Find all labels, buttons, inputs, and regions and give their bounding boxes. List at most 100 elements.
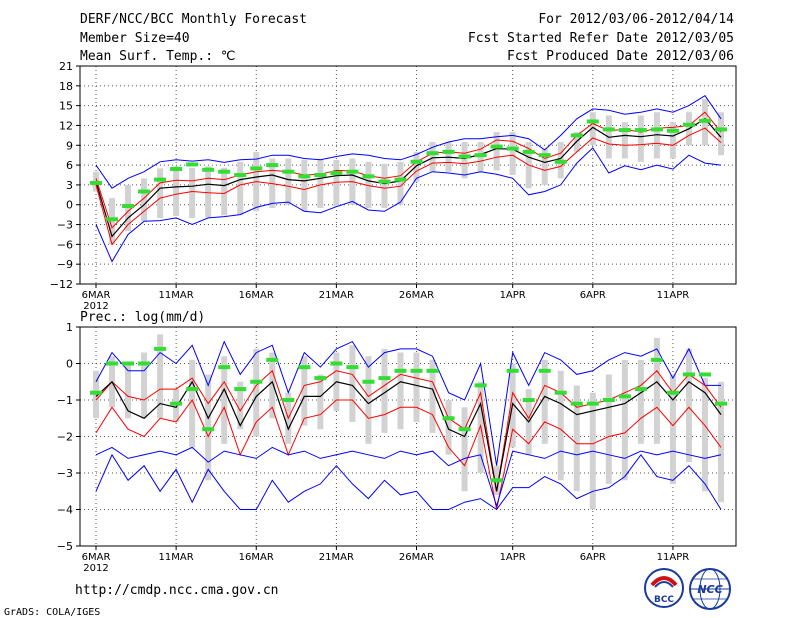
panel2-ytick-label: −3 — [57, 467, 73, 480]
panel1-observed-mark — [570, 133, 583, 138]
panel2-spread-box — [237, 381, 244, 430]
panel2-observed-mark — [378, 376, 391, 381]
panel2-observed-mark — [586, 401, 599, 406]
panel2-ytick-label: −2 — [57, 431, 73, 444]
panel2-observed-mark — [554, 390, 567, 395]
panel2-observed-mark — [522, 398, 535, 402]
panel1-observed-mark — [426, 151, 439, 156]
panel1-observed-mark — [586, 119, 599, 124]
panel1-spread-box — [669, 122, 676, 159]
panel1-observed-mark — [186, 162, 199, 167]
panel2-spread-box — [573, 385, 580, 492]
panel2-ytick-label: −5 — [57, 540, 73, 553]
panel2-observed-mark — [474, 383, 487, 388]
panel2-observed-mark — [618, 394, 631, 399]
panel2-observed-mark — [538, 368, 551, 373]
panel2-series-single — [95, 446, 722, 508]
panel2-observed-mark — [666, 390, 679, 395]
panel1-ytick-label: −3 — [57, 219, 73, 232]
panel1-spread-box — [173, 166, 180, 216]
panel2-observed-mark — [202, 427, 215, 432]
panel1-spread-box — [718, 112, 724, 156]
panel1-year-label: 2012 — [83, 301, 108, 312]
panel1-observed-mark — [250, 166, 263, 171]
panel2-series-p75 — [95, 369, 722, 492]
fcst-produced-date: Fcst Produced Date 2012/03/06 — [507, 49, 734, 64]
temp-panel-title: Mean Surf. Temp.: ℃ — [80, 49, 236, 64]
panel1-spread-box — [589, 112, 596, 146]
prec-panel-title: Prec.: log(mm/d) — [80, 310, 206, 325]
panel1-ytick-label: 15 — [59, 100, 73, 113]
panel1-observed-mark — [650, 127, 663, 132]
panel1-series-p25 — [95, 127, 722, 246]
panel1-observed-mark — [634, 128, 647, 133]
panel1-observed-mark — [490, 144, 503, 149]
panel2-observed-mark — [570, 401, 583, 406]
panel1-observed-mark — [378, 179, 391, 184]
panel1-spread-box — [381, 163, 388, 209]
panel1-xtick-label: 11APR — [657, 290, 690, 301]
panel1-observed-mark — [458, 154, 471, 159]
panel1-ytick-label: 6 — [66, 159, 73, 172]
panel1-ytick-label: 21 — [59, 60, 73, 73]
panel1-observed-mark — [554, 159, 567, 164]
panel1-observed-mark — [682, 122, 695, 127]
panel2-xtick-label: 6MAR — [82, 552, 111, 563]
panel2-spread-box — [365, 356, 372, 444]
panel2-observed-mark — [106, 361, 119, 366]
panel2-series-mean — [95, 380, 722, 492]
panel2-spread-box — [269, 352, 276, 419]
panel2-observed-mark — [650, 357, 663, 362]
panel2-observed-mark — [234, 387, 247, 392]
panel2-observed-mark — [698, 372, 711, 377]
panel2-observed-mark — [602, 398, 615, 402]
panel1-spread-box — [205, 166, 212, 218]
panel2-xtick-label: 26MAR — [399, 552, 434, 563]
panel1-ytick-label: −6 — [57, 238, 73, 251]
panel2-observed-mark — [218, 365, 231, 370]
panel2-spread-box — [685, 348, 692, 463]
panel1-observed-mark — [715, 127, 727, 132]
panel1-ytick-label: 3 — [66, 179, 73, 192]
panel2-observed-mark — [634, 387, 647, 392]
panel1-xtick-label: 6MAR — [82, 290, 111, 301]
panel2-spread-box — [445, 400, 452, 455]
panel2-observed-mark — [490, 478, 503, 483]
panel2-spread-box — [157, 334, 164, 419]
panel1-spread-box — [621, 122, 628, 159]
panel1-series-p75 — [95, 111, 722, 229]
panel2-spread-box — [397, 352, 404, 430]
panel2-xtick-label: 1APR — [500, 552, 526, 563]
panel2-xtick-label: 11MAR — [159, 552, 194, 563]
panel2-spread-box — [301, 356, 308, 426]
panel2-observed-mark — [362, 379, 375, 384]
panel2-observed-mark — [266, 357, 279, 362]
panel2-spread-box — [541, 359, 548, 444]
panel1-observed-mark — [522, 149, 535, 154]
panel1-observed-mark — [218, 169, 231, 174]
panel1-xtick-label: 16MAR — [239, 290, 274, 301]
panel1-xtick-label: 21MAR — [319, 290, 354, 301]
panel1-xtick-label: 11MAR — [159, 290, 194, 301]
panel2-spread-box — [637, 359, 644, 444]
panel2-spread-box — [718, 381, 724, 503]
panel2-observed-mark — [346, 365, 359, 370]
source-url[interactable]: http://cmdp.ncc.cma.gov.cn — [75, 583, 279, 598]
panel1-spread-box — [333, 159, 340, 207]
panel2-series-p25 — [95, 399, 722, 510]
panel1-spread-box — [237, 161, 244, 215]
panel1-spread-box — [157, 168, 164, 218]
panel1-ytick-label: −12 — [50, 278, 73, 291]
panel1-observed-mark — [698, 118, 711, 123]
panel2-observed-mark — [715, 401, 727, 406]
panel1-observed-mark — [282, 169, 295, 174]
panel2-spread-box — [429, 359, 436, 433]
panel2-spread-box — [669, 374, 676, 484]
panel2-observed-mark — [394, 368, 407, 373]
panel1-observed-mark — [442, 149, 455, 154]
panel1-spread-box — [429, 141, 436, 172]
panel1-observed-mark — [410, 159, 423, 164]
panel2-observed-mark — [90, 390, 102, 395]
